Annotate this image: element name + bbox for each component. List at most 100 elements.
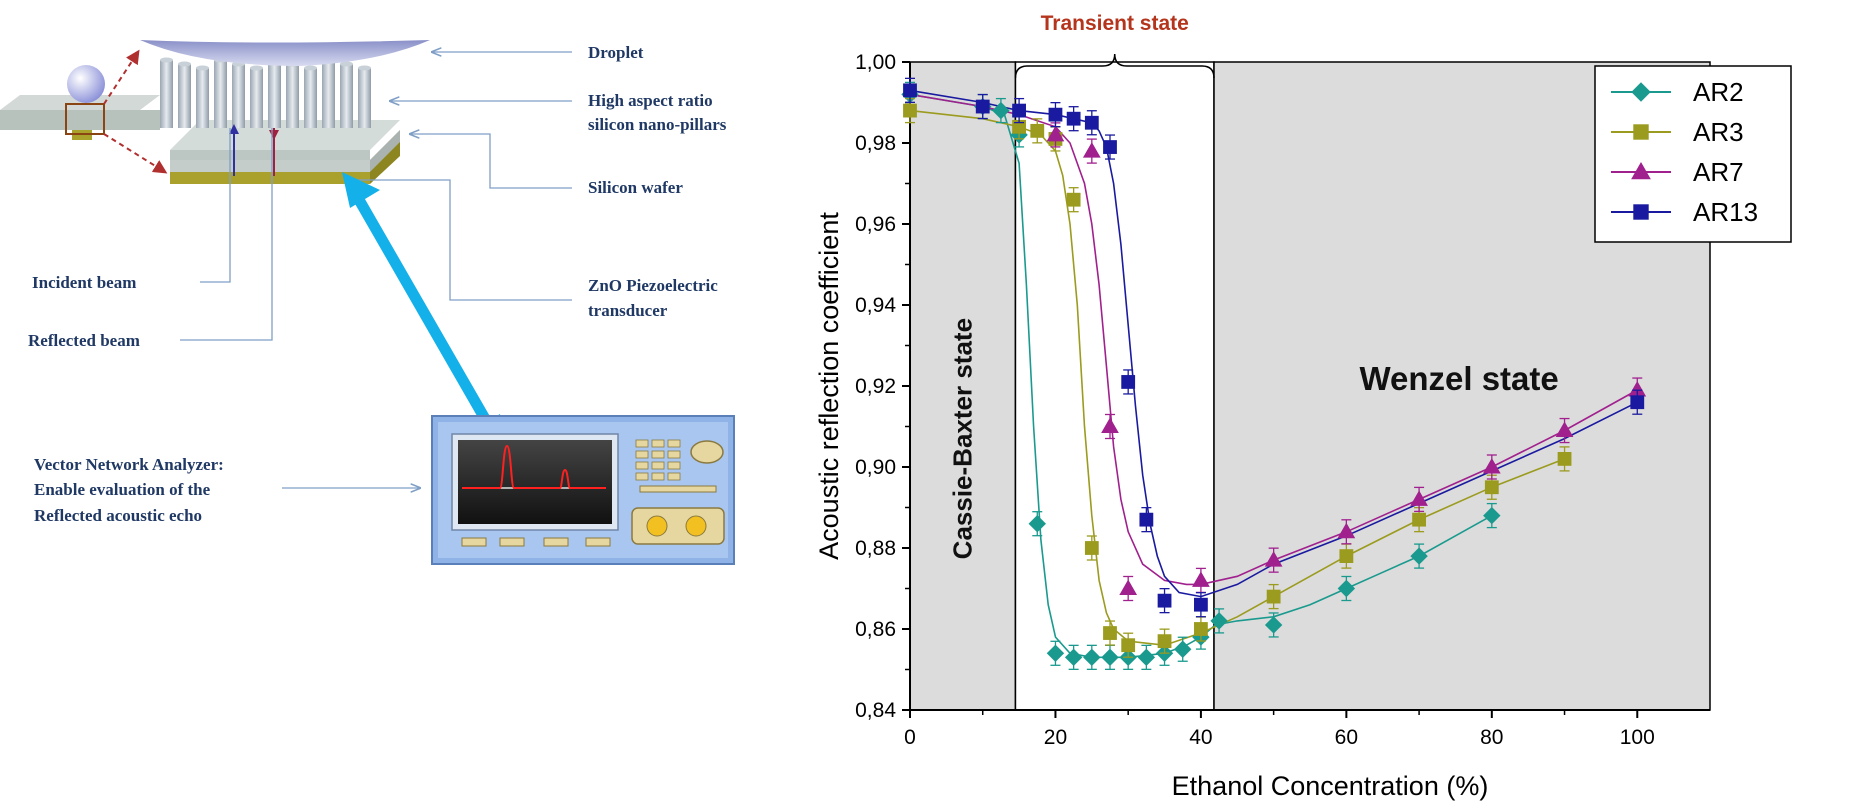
keypad-key — [667, 439, 681, 448]
legend-marker-ar13 — [1633, 204, 1649, 220]
data-point-ar3 — [1157, 634, 1172, 649]
nano-pillar — [268, 60, 281, 128]
nano-pillar — [304, 68, 317, 128]
nano-pillar-top — [160, 57, 173, 63]
data-point-ar13 — [1084, 115, 1099, 130]
x-tick-label: 60 — [1335, 726, 1358, 749]
wenzel-label: Wenzel state — [1359, 360, 1558, 397]
data-point-ar13 — [1121, 375, 1136, 389]
data-point-ar2 — [1410, 547, 1428, 565]
x-tick-label: 80 — [1480, 726, 1503, 749]
data-point-ar7 — [1192, 571, 1210, 587]
y-axis-title: Acoustic reflection coefficient — [814, 212, 844, 560]
data-point-ar7 — [1046, 125, 1065, 142]
legend-label-ar7: AR7 — [1693, 157, 1744, 187]
y-tick-label: 0,88 — [855, 537, 896, 560]
keypad-key — [651, 439, 665, 448]
data-point-ar2 — [1028, 514, 1046, 533]
y-tick-label: 0,98 — [855, 132, 896, 155]
keypad-key — [667, 450, 681, 459]
keypad-key — [651, 461, 665, 470]
nano-pillar — [232, 64, 245, 128]
data-point-ar7 — [1337, 522, 1356, 539]
data-point-ar7 — [1101, 417, 1119, 433]
data-point-ar2 — [1174, 640, 1192, 658]
keypad-key — [635, 461, 649, 470]
nano-pillar — [160, 60, 173, 128]
x-tick-label: 20 — [1044, 726, 1067, 749]
label-pillars-1: High aspect ratio — [588, 91, 713, 110]
nano-pillar — [358, 68, 371, 128]
nano-pillar-top — [340, 61, 353, 67]
legend-label-ar3: AR3 — [1693, 117, 1744, 147]
label-vna-1: Vector Network Analyzer: — [34, 455, 224, 474]
data-point-ar3 — [903, 103, 917, 118]
data-point-ar7 — [1482, 457, 1501, 474]
data-point-ar2 — [1264, 616, 1283, 634]
keypad-key — [667, 472, 681, 481]
keypad-key — [651, 450, 665, 459]
label-zno-2: transducer — [588, 301, 668, 320]
data-point-ar13 — [1012, 103, 1026, 118]
transient-label: Transient state — [1041, 12, 1189, 35]
data-point-ar3 — [1484, 480, 1499, 495]
nano-pillar — [286, 64, 299, 128]
y-tick-label: 0,90 — [855, 456, 896, 479]
data-point-ar13 — [1139, 512, 1154, 527]
data-point-ar13 — [975, 99, 990, 114]
data-point-ar7 — [1119, 579, 1138, 595]
data-point-ar3 — [1412, 512, 1426, 527]
cassie-baxter-label: Cassie-Baxter state — [948, 318, 978, 559]
coupling-arrow-icon — [342, 172, 505, 452]
label-vna-2: Enable evaluation of the — [34, 480, 211, 499]
data-point-ar2 — [1337, 579, 1356, 598]
x-tick-label: 100 — [1620, 726, 1655, 749]
nano-pillar-top — [250, 65, 263, 71]
transient-brace — [1014, 53, 1215, 79]
data-point-ar2 — [1483, 506, 1501, 525]
data-point-ar7 — [1410, 490, 1428, 506]
keypad-key — [635, 450, 649, 459]
data-point-ar2 — [1210, 612, 1228, 630]
y-tick-label: 0,92 — [855, 375, 896, 398]
data-point-ar2 — [1046, 644, 1065, 663]
data-point-ar3 — [1103, 626, 1117, 640]
data-point-ar7 — [1264, 551, 1283, 567]
droplet-cap — [140, 40, 430, 66]
data-point-ar13 — [1630, 395, 1645, 410]
data-point-ar3 — [1066, 192, 1081, 207]
regions-layer — [909, 61, 1711, 711]
legend-label-ar13: AR13 — [1693, 197, 1758, 227]
mini-substrate — [0, 49, 168, 174]
reflection-chart: 0 20 40 60 80 100 0,84 0,86 0,88 0,90 0,92 0,94 0,96… — [814, 12, 1792, 801]
data-point-ar13 — [1194, 597, 1208, 612]
data-point-ar2 — [1101, 648, 1119, 667]
label-wafer: Silicon wafer — [588, 178, 683, 197]
network-analyzer-icon — [431, 415, 735, 565]
keypad-key — [667, 461, 681, 470]
legend: AR2 AR3 AR7 AR13 — [1594, 65, 1792, 243]
y-tick-label: 0,94 — [855, 294, 896, 317]
nano-pillar-top — [196, 65, 209, 71]
schematic-diagram: Droplet High aspect ratio silicon nano-p… — [0, 40, 735, 565]
nano-pillar — [322, 60, 335, 128]
data-point-ar13 — [1066, 111, 1081, 126]
data-point-ar3 — [1557, 452, 1572, 466]
data-points-layer — [901, 77, 1647, 670]
data-point-ar2 — [1083, 648, 1101, 667]
legend-label-ar2: AR2 — [1693, 77, 1744, 107]
data-point-ar7 — [1082, 142, 1101, 158]
data-point-ar2 — [992, 101, 1010, 120]
data-point-ar3 — [1266, 589, 1281, 604]
label-pillars-2: silicon nano-pillars — [588, 115, 727, 134]
y-tick-label: 0,86 — [855, 618, 896, 641]
nano-pillar-top — [178, 61, 191, 67]
nano-pillar-top — [304, 65, 317, 71]
nano-pillar — [214, 60, 227, 128]
fit-curve-ar7 — [909, 93, 1638, 586]
leader-lines — [180, 52, 572, 488]
nano-pillar-top — [358, 65, 371, 71]
series-ar3 — [903, 97, 1572, 658]
data-point-ar3 — [1121, 638, 1136, 653]
nano-pillar — [340, 64, 353, 128]
